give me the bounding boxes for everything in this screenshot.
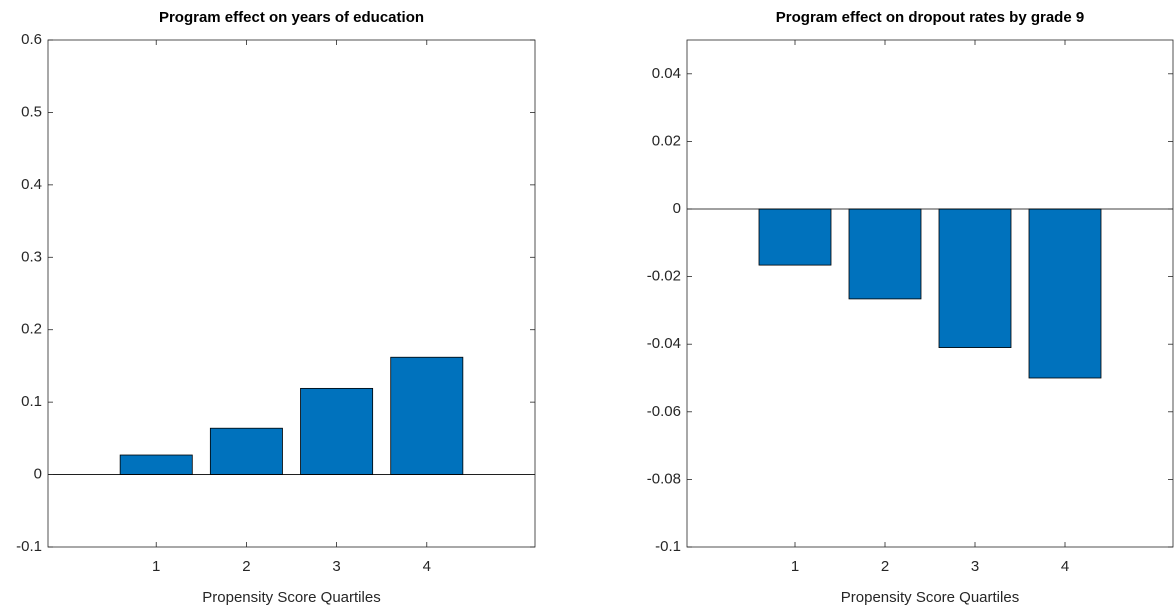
x-tick-label: 1 bbox=[791, 558, 799, 575]
bar bbox=[758, 208, 832, 266]
y-tick-label: 0.1 bbox=[21, 393, 42, 410]
x-tick-label: 4 bbox=[423, 558, 431, 575]
chart-title: Program effect on dropout rates by grade… bbox=[776, 9, 1084, 26]
x-tick-label: 2 bbox=[242, 558, 250, 575]
x-tick-label: 2 bbox=[881, 558, 889, 575]
x-axis-label: Propensity Score Quartiles bbox=[841, 589, 1019, 606]
chart-title: Program effect on years of education bbox=[159, 9, 424, 26]
y-tick-label: 0.02 bbox=[652, 132, 681, 149]
x-axis-label: Propensity Score Quartiles bbox=[202, 589, 380, 606]
bar bbox=[848, 208, 922, 300]
y-tick-label: 0 bbox=[34, 466, 42, 483]
bar bbox=[390, 356, 464, 475]
y-tick-label: 0.6 bbox=[21, 31, 42, 48]
y-tick-label: -0.04 bbox=[647, 335, 681, 352]
y-tick-label: 0.04 bbox=[652, 65, 681, 82]
y-tick-label: 0.5 bbox=[21, 103, 42, 120]
x-tick-label: 4 bbox=[1061, 558, 1069, 575]
bar bbox=[1028, 208, 1102, 379]
bar bbox=[300, 387, 374, 475]
axes-box bbox=[686, 39, 1174, 548]
y-tick-label: -0.02 bbox=[647, 268, 681, 285]
y-tick-label: -0.06 bbox=[647, 403, 681, 420]
y-tick-label: -0.1 bbox=[16, 538, 42, 555]
y-tick-label: -0.08 bbox=[647, 470, 681, 487]
x-tick-label: 1 bbox=[152, 558, 160, 575]
y-tick-label: 0.4 bbox=[21, 176, 42, 193]
y-tick-label: 0 bbox=[673, 200, 681, 217]
x-tick-label: 3 bbox=[332, 558, 340, 575]
bar bbox=[209, 427, 283, 475]
bar bbox=[938, 208, 1012, 348]
y-tick-label: 0.3 bbox=[21, 248, 42, 265]
x-tick-label: 3 bbox=[971, 558, 979, 575]
y-tick-label: -0.1 bbox=[655, 538, 681, 555]
bar bbox=[119, 454, 193, 475]
y-tick-label: 0.2 bbox=[21, 321, 42, 338]
axes-box bbox=[47, 39, 536, 548]
